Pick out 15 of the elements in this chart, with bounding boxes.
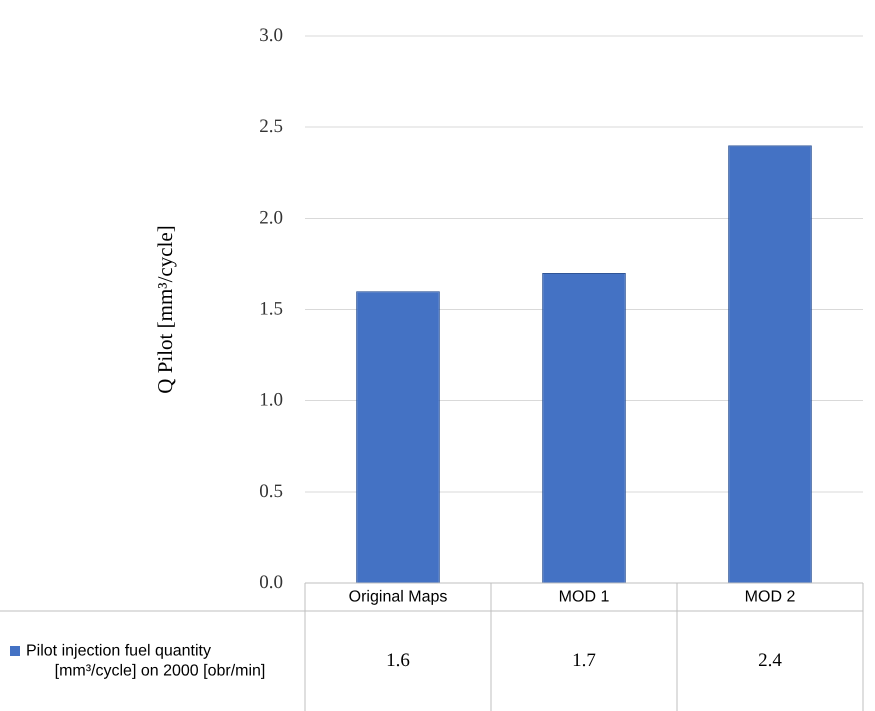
x-tick-label: Original Maps [348,588,448,606]
x-tick-label: MOD 2 [744,588,796,606]
y-axis-title: Q Pilot [mm³/cycle] [153,225,178,394]
y-tick-label: 2.0 [259,207,283,228]
y-tick-label: 1.0 [259,390,283,411]
data-label: 1.6 [386,650,410,671]
y-tick-label: 1.5 [259,298,283,320]
data-label: 1.7 [572,650,596,671]
y-tick-label: 2.5 [259,116,283,138]
y-tick-label: 0.5 [259,480,283,502]
y-tick-label: 3.0 [259,24,283,46]
y-tick-label: 0.0 [259,572,283,593]
data-label: 2.4 [758,650,782,671]
x-tick-label: MOD 1 [558,588,610,606]
legend-label: Pilot injection fuel quantity [mm³/cycle] on 2000 [obr/min] [26,642,266,680]
